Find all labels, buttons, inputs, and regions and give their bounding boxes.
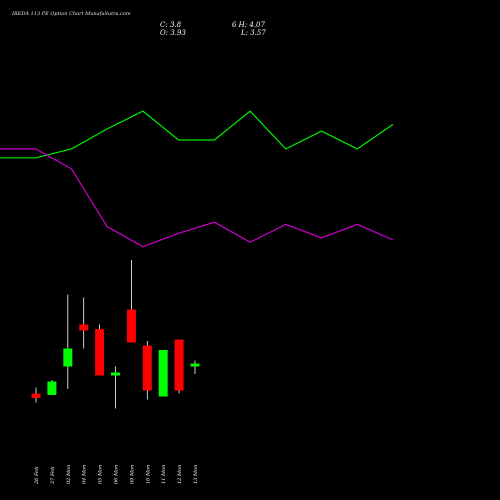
candle (174, 339, 184, 394)
candle-body-down (79, 324, 89, 331)
candle (79, 297, 89, 349)
high-readout: 6 H: 4.07 (232, 21, 265, 29)
candle (111, 366, 120, 409)
candle (47, 380, 57, 395)
low-readout: L: 3.57 (240, 29, 266, 37)
candle-body-up (190, 363, 200, 367)
candle-body-down (142, 345, 152, 391)
candle (63, 294, 73, 389)
candle (95, 324, 105, 376)
open-readout: O: 3.93 (160, 29, 186, 37)
candle-body-down (126, 309, 136, 343)
date-tick-label: 09 Mon (129, 465, 135, 484)
candle (31, 387, 41, 403)
candle-body-down (31, 393, 41, 398)
candle-body-up (158, 350, 168, 397)
date-tick-label: 02 Mon (66, 465, 72, 484)
date-tick-label: 13 Mon (193, 465, 199, 484)
date-tick-label: 27 Feb (50, 467, 56, 485)
date-tick-label: 11 Mon (161, 465, 167, 484)
date-tick-label: 26 Feb (34, 467, 40, 485)
chart-title: IREDA 113 PE Option Chart MunafaSutra.co… (11, 11, 131, 17)
indicator-lines (0, 110, 394, 248)
date-tick-label: 12 Mon (177, 465, 183, 484)
candle (158, 350, 168, 397)
close-readout: C: 3.8 (160, 21, 182, 29)
candle-body-down (95, 329, 105, 376)
magenta-indicator-line (0, 148, 394, 248)
candle-body-up (63, 348, 73, 367)
candle (126, 260, 136, 343)
candle (142, 341, 152, 400)
green-indicator-line (0, 110, 394, 159)
date-tick-label: 05 Mon (98, 465, 104, 484)
candle-body-down (174, 339, 184, 391)
candle (190, 360, 200, 374)
date-tick-label: 06 Mon (114, 465, 120, 484)
date-tick-label: 10 Mon (145, 465, 151, 484)
date-tick-label: 04 Mon (82, 465, 88, 484)
date-tick-labels: 26 Feb 27 Feb 02 Mon 04 Mon 05 Mon 06 Mon 09 M… (34, 465, 199, 485)
candlesticks (31, 260, 200, 409)
candle-body-up (111, 372, 120, 376)
candle-body-up (47, 381, 57, 395)
